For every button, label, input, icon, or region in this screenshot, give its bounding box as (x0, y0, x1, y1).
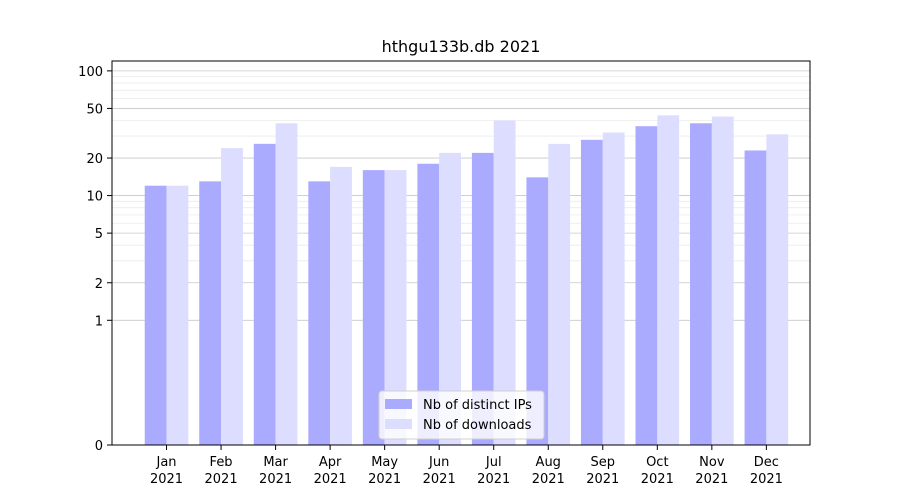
y-tick-label: 50 (86, 102, 103, 117)
tick-labels: 0 1 2 5 10 20 50 100 Jan 2021 Feb 2021 Mar 2021 Apr 202… (78, 65, 783, 487)
x-tick-label-month: Feb (210, 455, 233, 470)
legend-swatch-distinct-ips (385, 399, 412, 409)
bar-distinct-ips-nov (690, 123, 712, 446)
chart-title: hthgu133b.db 2021 (382, 37, 541, 56)
x-tick-label-month: May (371, 455, 398, 470)
y-tick-label: 5 (95, 227, 103, 242)
bar-downloads-jun (439, 152, 461, 445)
x-tick-label-year: 2021 (150, 472, 183, 487)
y-tick-label: 10 (86, 190, 103, 205)
x-tick-label-year: 2021 (641, 472, 674, 487)
bar-distinct-ips-feb (199, 181, 222, 445)
bar-distinct-ips-may (362, 170, 385, 445)
x-tick-label-month: Mar (263, 455, 288, 470)
x-tick-label-month: Oct (646, 455, 668, 470)
x-tick-label-year: 2021 (423, 472, 456, 487)
bar-downloads-nov (711, 116, 734, 445)
y-tick-label: 1 (95, 314, 103, 329)
bar-downloads-jan (166, 185, 189, 445)
bar-downloads-may (384, 170, 407, 445)
bar-downloads-dec (766, 134, 789, 445)
legend-box (378, 390, 545, 440)
bar-distinct-ips-dec (744, 150, 767, 445)
x-tick-label-month: Nov (699, 455, 725, 470)
y-tick-label: 2 (95, 277, 103, 292)
legend-swatch-downloads (385, 419, 412, 429)
x-tick-label-month: Dec (754, 455, 779, 470)
bar-downloads-mar (275, 123, 298, 446)
x-tick-label-month: Apr (319, 455, 342, 470)
x-tick-label-year: 2021 (695, 472, 728, 487)
y-tick-label: 0 (95, 439, 103, 454)
y-tick-label: 20 (86, 152, 103, 167)
legend-label-downloads: Nb of downloads (423, 418, 532, 433)
x-tick-label-year: 2021 (477, 472, 510, 487)
bar-downloads-apr (330, 166, 352, 445)
bar-downloads-feb (221, 148, 243, 445)
axes (107, 60, 811, 450)
y-tick-label: 100 (78, 65, 103, 80)
bar-distinct-ips-jun (417, 163, 440, 445)
bar-distinct-ips-jul (471, 152, 494, 445)
bar-distinct-ips-jan (144, 185, 167, 445)
bar-downloads-oct (657, 115, 680, 445)
bar-downloads-aug (548, 143, 571, 446)
x-tick-label-month: Jul (485, 455, 502, 470)
x-tick-label-year: 2021 (259, 472, 292, 487)
bar-distinct-ips-oct (635, 126, 658, 446)
x-tick-label-month: Sep (591, 455, 616, 470)
x-tick-label-year: 2021 (205, 472, 238, 487)
bar-distinct-ips-mar (253, 143, 276, 446)
x-tick-label-year: 2021 (532, 472, 565, 487)
x-tick-label-year: 2021 (586, 472, 619, 487)
x-tick-label-year: 2021 (368, 472, 401, 487)
bar-downloads-sep (602, 132, 625, 446)
plot-frame (111, 60, 811, 446)
legend-label-distinct-ips: Nb of distinct IPs (423, 398, 532, 413)
bar-distinct-ips-sep (580, 139, 603, 445)
bar-distinct-ips-aug (526, 177, 549, 445)
x-tick-label-year: 2021 (314, 472, 347, 487)
x-tick-label-month: Jun (428, 455, 449, 470)
bar-distinct-ips-apr (308, 181, 331, 445)
x-tick-label-month: Aug (536, 455, 561, 470)
x-tick-label-month: Jan (156, 455, 177, 470)
bars (144, 115, 789, 446)
x-tick-label-year: 2021 (750, 472, 783, 487)
bar-downloads-jul (493, 120, 516, 445)
legend: Nb of distinct IPs Nb of downloads (378, 390, 545, 440)
